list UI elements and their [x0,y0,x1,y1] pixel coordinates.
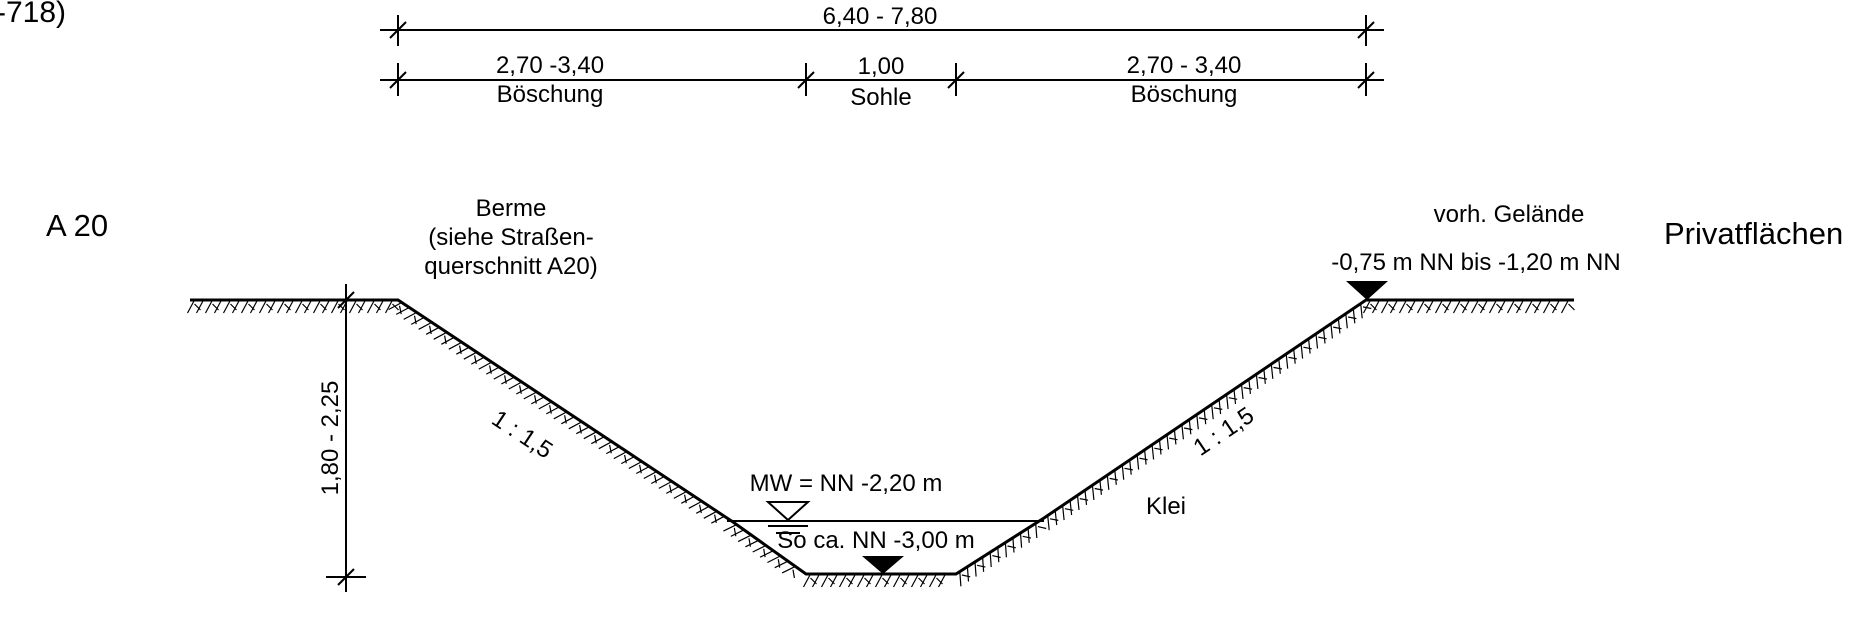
depth-label: 1,80 - 2,25 [317,381,344,496]
soil-hatching [186,299,1575,588]
berme-reference-line1: (siehe Straßen- [428,224,593,251]
berme-label: Berme [476,195,547,222]
terrain-level-marker [1346,281,1388,300]
total-width-label: 6,40 - 7,80 [823,3,938,30]
bottom-width: 1,00 [858,53,905,80]
berme-reference-line2: querschnitt A20) [424,253,597,280]
right-slope-ratio: 1 : 1,5 [1189,402,1259,462]
mean-water-symbol [765,501,811,534]
mean-water-label: MW = NN -2,20 m [750,470,943,497]
private-land-label: Privatflächen [1664,216,1843,251]
terrain-level-label: -0,75 m NN bis -1,20 m NN [1331,249,1620,276]
right-embankment-width: 2,70 - 3,40 [1127,52,1242,79]
ground-profile [186,298,1575,588]
terrain-label: vorh. Gelände [1434,201,1585,228]
bottom-label: Sohle [850,84,911,111]
corner-fragment: -718) [0,0,66,29]
right-embankment-label: Böschung [1131,81,1238,108]
soil-label: Klei [1146,493,1186,520]
bottom-level-marker [862,556,904,574]
top-dimension-chain: 6,40 - 7,80 2,70 -3,40 Böschung 1,00 Soh… [380,3,1384,111]
bottom-level-label: So ca. NN -3,00 m [777,527,974,554]
left-embankment-label: Böschung [497,81,604,108]
depth-dimension: 1,80 - 2,25 [317,284,366,592]
left-embankment-width: 2,70 -3,40 [496,52,604,79]
road-label: A 20 [46,208,108,243]
